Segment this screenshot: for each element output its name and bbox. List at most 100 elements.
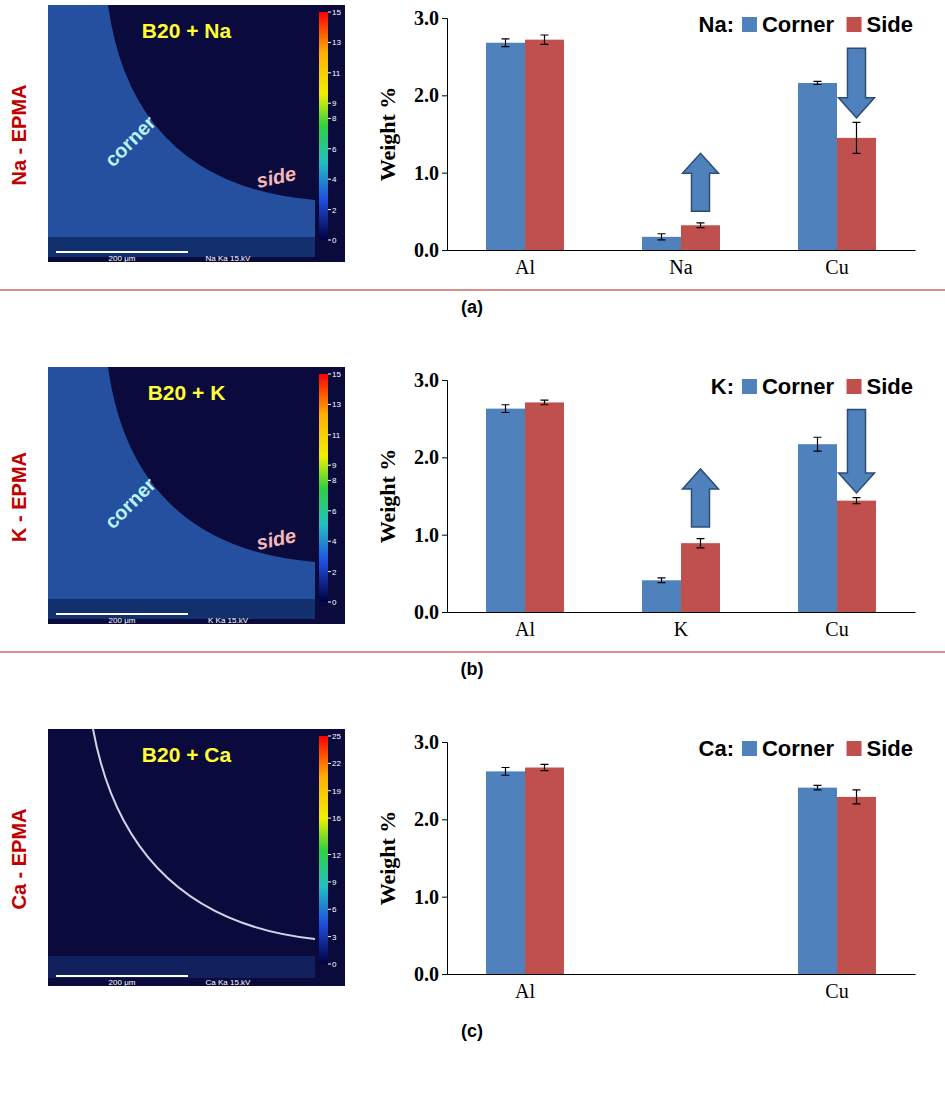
panel: Na - EPMAB20 + Nacornerside200 μmNa Ka 1… [0,5,945,317]
legend: Na:CornerSide [699,12,913,37]
y-tick-label: 3.0 [414,369,439,391]
row-title: Na - EPMA [8,84,30,185]
y-axis-title: Weight % [375,811,400,906]
y-tick-label: 2.0 [414,808,439,830]
arrow [839,48,875,118]
map-title: B20 + K [148,381,226,404]
bar [525,40,564,250]
colorbar-tick [328,148,331,149]
substrate [48,599,315,619]
colorbar-tick [328,240,331,241]
y-tick-label: 1.0 [414,162,439,184]
panel-label: (c) [461,1021,483,1041]
y-tick-mark [442,974,447,975]
x-tick: Cu [825,612,848,640]
error-bar [502,405,510,413]
plot-area [486,400,876,612]
y-tick-label: 3.0 [414,731,439,753]
y-tick-mark [442,173,447,174]
y-tick-label: 2.0 [414,84,439,106]
y-tick: 0.0 [414,601,447,623]
bar [681,225,720,250]
substrate [48,237,315,257]
legend-label: Side [867,374,913,399]
legend-label: Corner [762,12,835,37]
error-bar [658,578,666,583]
y-tick: 2.0 [414,808,447,830]
arrow [839,409,875,493]
x-tick: Cu [825,250,848,278]
epma-map: B20 + Kcornerside200 μmK Ka 15.kV0246891… [48,367,345,625]
colorbar-tick [328,465,331,466]
x-tick: Al [515,250,535,278]
scale-label: 200 μm [109,616,136,625]
x-axis: AlCu [448,974,916,1002]
y-tick: 3.0 [414,7,447,29]
colorbar-label: 2 [332,568,337,577]
panel-label: (b) [461,659,484,679]
bar [798,444,837,612]
y-tick-label: 1.0 [414,524,439,546]
colorbar-label: 4 [332,175,337,184]
colorbar-label: 13 [332,38,341,47]
colorbar-tick [328,541,331,542]
legend-label: Side [867,736,913,761]
map-background [48,5,345,262]
colorbar-label: 4 [332,537,337,546]
arrow [683,469,719,527]
y-tick-label: 1.0 [414,886,439,908]
region-label: corner [100,473,160,533]
scale-bar [56,613,188,615]
y-axis-title: Weight % [375,449,400,544]
y-tick: 2.0 [414,446,447,468]
legend-swatch [742,379,757,394]
panel: Ca - EPMAB20 + Ca200 μmCa Ka 15.kV036912… [8,729,916,1041]
x-tick-label: Cu [825,980,848,1002]
bar [642,580,681,612]
error-bar [814,785,822,790]
scale-label: 200 μm [109,254,136,263]
legend-title: K: [711,374,734,399]
colorbar-tick [328,103,331,104]
row-title: Ca - EPMA [8,808,30,909]
x-tick-label: Al [515,256,535,278]
colorbar-label: 2 [332,206,337,215]
y-tick: 0.0 [414,963,447,985]
legend: Ca:CornerSide [699,736,913,761]
y-tick-mark [442,897,447,898]
row-title: K - EPMA [8,452,30,542]
panel-label: (a) [461,297,483,317]
legend-swatch [742,17,757,32]
separator [0,651,945,653]
colorbar-label: 25 [332,732,341,741]
colorbar-label: 6 [332,145,337,154]
x-tick: Na [669,250,692,278]
x-tick-label: K [674,618,689,640]
error-bar [853,498,861,504]
y-tick-mark [442,535,447,536]
bar [681,543,720,612]
y-tick-label: 0.0 [414,239,439,261]
colorbar-tick [328,736,331,737]
colorbar-tick [328,790,331,791]
y-axis-line [442,381,448,613]
y-tick-label: 2.0 [414,446,439,468]
y-axis: 0.0 1.0 2.0 3.0 [414,731,448,985]
scale-label: 200 μm [109,978,136,987]
x-tick-label: Na [669,256,692,278]
bar [486,409,525,612]
map-title: B20 + Ca [142,743,232,766]
error-bar [541,764,549,770]
error-bar [502,768,510,776]
colorbar-label: 12 [332,851,341,860]
scale-bar [56,975,188,977]
legend-title: Na: [699,12,734,37]
colorbar-label: 0 [332,960,337,969]
y-axis: 0.0 1.0 2.0 3.0 [414,369,448,623]
bar [798,788,837,974]
colorbar-tick [328,72,331,73]
x-tick-label: Cu [825,256,848,278]
y-tick: 3.0 [414,369,447,391]
legend-swatch [742,741,757,756]
error-bar [541,35,549,44]
